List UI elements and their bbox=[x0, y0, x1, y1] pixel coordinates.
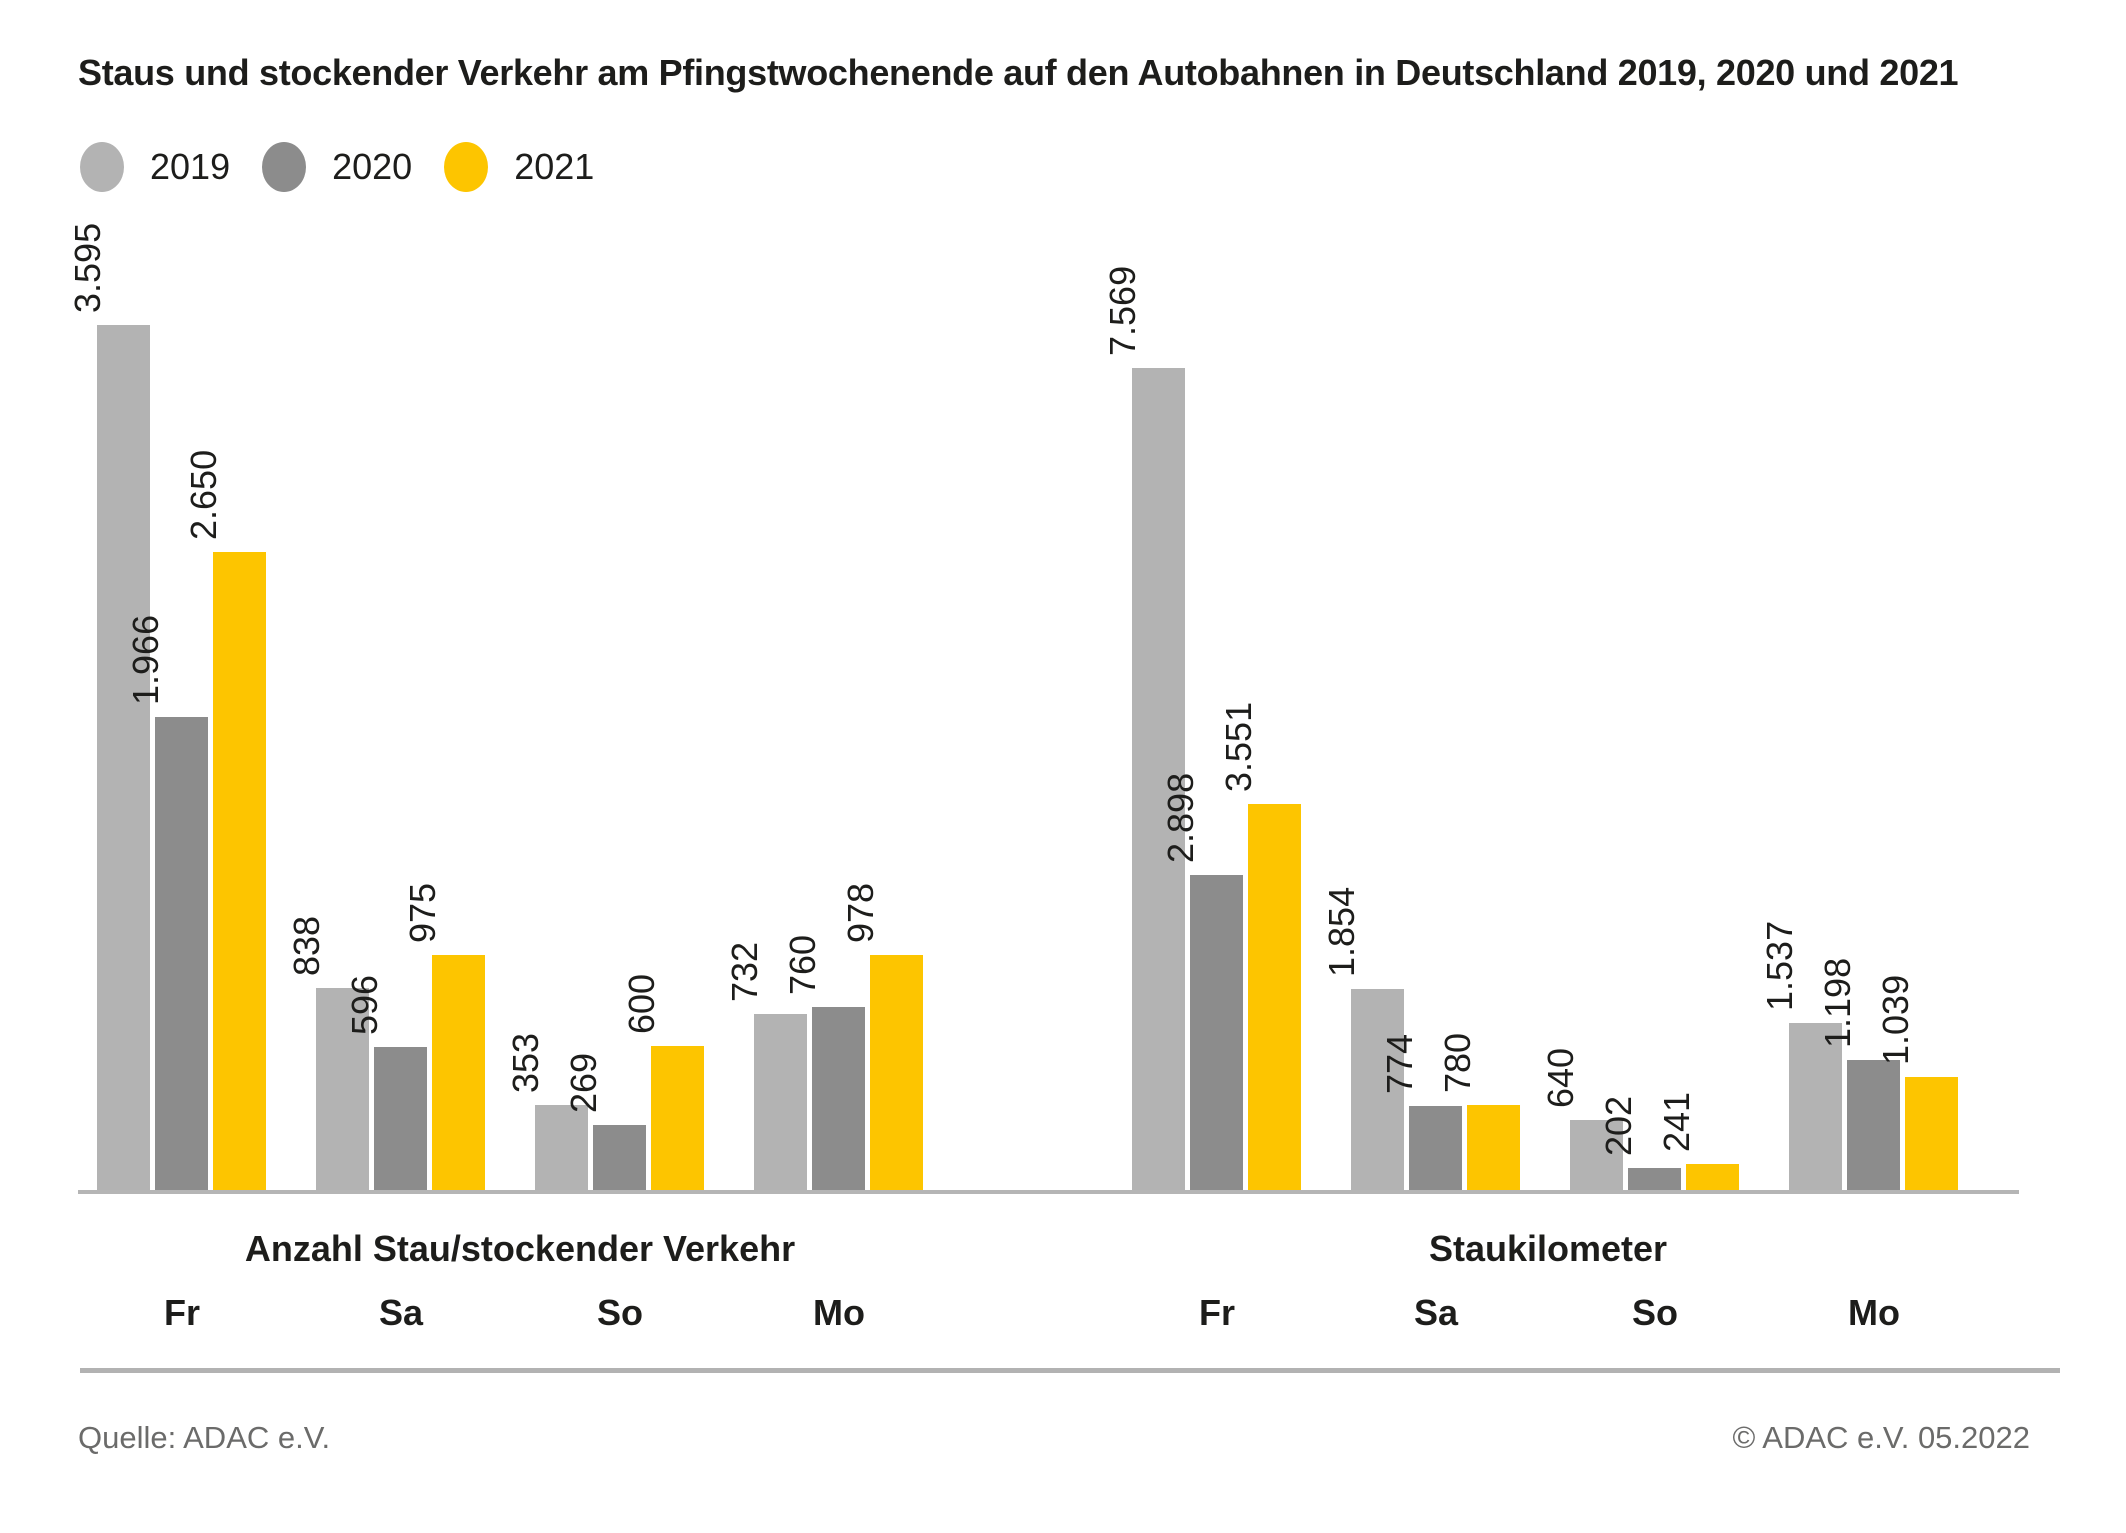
bar-2020-sa-panel0 bbox=[374, 1047, 427, 1190]
bar-2020-fr-panel0 bbox=[155, 717, 208, 1190]
legend-item-2020: 2020 bbox=[262, 142, 412, 192]
legend-label: 2021 bbox=[514, 146, 595, 187]
legend-label: 2019 bbox=[150, 146, 231, 187]
day-label-so-panel0: So bbox=[596, 1292, 643, 1333]
page-title: Staus und stockender Verkehr am Pfingstw… bbox=[78, 52, 1959, 93]
value-label-2020-fr-panel0: 1.966 bbox=[125, 614, 166, 705]
value-label-2019-mo-panel1: 1.537 bbox=[1759, 920, 1800, 1011]
value-label-2020-fr-panel1: 2.898 bbox=[1160, 772, 1201, 863]
legend-item-2019: 2019 bbox=[80, 142, 230, 192]
bar-2020-so-panel1 bbox=[1628, 1168, 1681, 1190]
bar-2020-fr-panel1 bbox=[1190, 875, 1243, 1190]
x-axis-baseline bbox=[78, 1190, 2019, 1194]
value-label-2020-so-panel1: 202 bbox=[1598, 1095, 1639, 1156]
bar-2020-so-panel0 bbox=[593, 1125, 646, 1190]
value-label-2021-sa-panel1: 780 bbox=[1437, 1032, 1478, 1093]
value-label-2021-sa-panel0: 975 bbox=[402, 882, 443, 943]
copyright-text: © ADAC e.V. 05.2022 bbox=[1732, 1420, 2030, 1455]
bar-2019-mo-panel1 bbox=[1789, 1023, 1842, 1190]
value-label-2019-sa-panel0: 838 bbox=[286, 915, 327, 976]
bar-2019-sa-panel0 bbox=[316, 988, 369, 1190]
day-label-fr-panel1: Fr bbox=[1199, 1292, 1235, 1333]
bar-2019-fr-panel0 bbox=[97, 325, 150, 1190]
day-label-mo-panel1: Mo bbox=[1848, 1292, 1900, 1333]
bar-2019-mo-panel0 bbox=[754, 1014, 807, 1190]
value-label-2019-fr-panel1: 7.569 bbox=[1102, 265, 1143, 356]
bar-2020-sa-panel1 bbox=[1409, 1106, 1462, 1190]
bar-2021-fr-panel1 bbox=[1248, 804, 1301, 1190]
legend-item-2021: 2021 bbox=[444, 142, 594, 192]
value-label-2020-sa-panel0: 596 bbox=[344, 974, 385, 1035]
bar-2019-sa-panel1 bbox=[1351, 989, 1404, 1190]
value-label-2019-sa-panel1: 1.854 bbox=[1321, 886, 1362, 977]
value-label-2020-so-panel0: 269 bbox=[563, 1052, 604, 1113]
value-label-2021-fr-panel1: 3.551 bbox=[1218, 701, 1259, 792]
value-label-2021-so-panel0: 600 bbox=[621, 973, 662, 1034]
bar-2019-so-panel1 bbox=[1570, 1120, 1623, 1190]
legend-swatch-2021 bbox=[444, 142, 489, 192]
bar-2021-sa-panel0 bbox=[432, 955, 485, 1190]
value-label-2019-fr-panel0: 3.595 bbox=[67, 222, 108, 313]
bar-2021-so-panel1 bbox=[1686, 1164, 1739, 1190]
bar-2019-fr-panel1 bbox=[1132, 368, 1185, 1190]
value-label-2021-fr-panel0: 2.650 bbox=[183, 449, 224, 540]
bar-2021-sa-panel1 bbox=[1467, 1105, 1520, 1190]
legend-swatch-2019 bbox=[80, 142, 124, 192]
legend-swatch-2020 bbox=[262, 142, 307, 192]
source-text: Quelle: ADAC e.V. bbox=[78, 1420, 331, 1455]
bar-2020-mo-panel0 bbox=[812, 1007, 865, 1190]
value-label-2019-so-panel1: 640 bbox=[1540, 1047, 1581, 1108]
legend-label: 2020 bbox=[332, 146, 413, 187]
value-label-2020-mo-panel0: 760 bbox=[782, 934, 823, 995]
bar-2021-fr-panel0 bbox=[213, 552, 266, 1190]
value-label-2021-mo-panel0: 978 bbox=[840, 882, 881, 943]
value-label-2020-mo-panel1: 1.198 bbox=[1817, 957, 1858, 1048]
footer-divider bbox=[80, 1368, 2060, 1373]
bar-2021-so-panel0 bbox=[651, 1046, 704, 1190]
day-label-fr-panel0: Fr bbox=[164, 1292, 200, 1333]
panel-title-anzahl: Anzahl Stau/stockender Verkehr bbox=[244, 1228, 796, 1269]
day-label-sa-panel1: Sa bbox=[1413, 1292, 1459, 1333]
value-label-2021-so-panel1: 241 bbox=[1656, 1091, 1697, 1152]
value-label-2021-mo-panel1: 1.039 bbox=[1875, 974, 1916, 1065]
bar-2021-mo-panel1 bbox=[1905, 1077, 1958, 1190]
bar-2019-so-panel0 bbox=[535, 1105, 588, 1190]
value-label-2019-so-panel0: 353 bbox=[505, 1032, 546, 1093]
day-label-sa-panel0: Sa bbox=[378, 1292, 424, 1333]
panel-title-staukilometer: Staukilometer bbox=[1428, 1228, 1668, 1269]
value-label-2019-mo-panel0: 732 bbox=[724, 941, 765, 1002]
value-label-2020-sa-panel1: 774 bbox=[1379, 1033, 1420, 1094]
day-label-so-panel1: So bbox=[1631, 1292, 1678, 1333]
bar-2020-mo-panel1 bbox=[1847, 1060, 1900, 1190]
legend: 2019 2020 2021 bbox=[80, 142, 594, 192]
day-label-mo-panel0: Mo bbox=[813, 1292, 865, 1333]
bar-2021-mo-panel0 bbox=[870, 955, 923, 1190]
